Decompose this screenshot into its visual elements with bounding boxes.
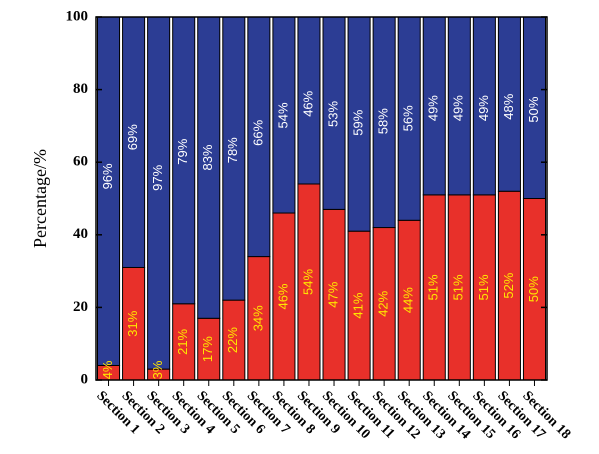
data-label-s1-c8: 46% (275, 283, 290, 309)
y-tick-label: 80 (73, 81, 88, 97)
data-label-s1-c6: 22% (225, 327, 240, 353)
data-labels-layer: 4% 96% 31% 69% 3% 97% 21% 79% 17% 83% 22% 78% 34% 66%… (100, 90, 541, 379)
data-label-s1-c13: 44% (401, 287, 416, 313)
y-tick-label: 60 (73, 154, 88, 170)
data-label-s1-c17: 52% (501, 272, 516, 298)
y-tick-label: 100 (66, 8, 89, 24)
data-label-s1-c4: 21% (175, 328, 190, 354)
data-label-s1-c18: 50% (526, 276, 541, 302)
data-label-s1-c2: 31% (125, 310, 140, 336)
data-label-s2-c16: 49% (476, 95, 491, 121)
y-tick-label: 20 (73, 299, 88, 315)
plot-frame (95, 16, 548, 381)
data-label-s2-c2: 69% (125, 124, 140, 150)
data-label-s2-c10: 53% (325, 101, 340, 127)
data-label-s1-c11: 41% (351, 292, 366, 318)
y-axis: 0 20 40 60 80 100 (66, 8, 547, 387)
data-label-s2-c9: 46% (300, 90, 315, 116)
data-label-s2-c12: 58% (376, 108, 391, 134)
data-label-s2-c8: 54% (275, 102, 290, 128)
data-label-s2-c5: 83% (200, 144, 215, 170)
data-label-s2-c1: 96% (100, 163, 115, 189)
data-label-s1-c7: 34% (250, 305, 265, 331)
data-label-s1-c5: 17% (200, 336, 215, 362)
bar-segment-s2-c1 (97, 16, 121, 366)
data-label-s2-c11: 59% (351, 109, 366, 135)
bars-layer (97, 16, 547, 381)
data-label-s1-c16: 51% (476, 274, 491, 300)
y-axis-title: Percentage/% (30, 149, 50, 248)
data-label-s1-c1: 4% (100, 360, 115, 379)
data-label-s2-c3: 97% (150, 164, 165, 190)
data-label-s2-c13: 56% (401, 105, 416, 131)
bar-segment-s2-c3 (147, 16, 171, 370)
data-label-s1-c3: 3% (150, 360, 165, 379)
data-label-s1-c9: 54% (300, 269, 315, 295)
data-label-s2-c6: 78% (225, 137, 240, 163)
data-label-s2-c18: 50% (526, 96, 541, 122)
data-label-s2-c14: 49% (426, 95, 441, 121)
data-label-s2-c15: 49% (451, 95, 466, 121)
y-tick-label: 0 (81, 371, 89, 387)
data-label-s2-c17: 48% (501, 93, 516, 119)
data-label-s1-c14: 51% (426, 274, 441, 300)
data-label-s1-c12: 42% (376, 290, 391, 316)
y-tick-label: 40 (73, 226, 88, 242)
data-label-s1-c15: 51% (451, 274, 466, 300)
data-label-s1-c10: 47% (325, 281, 340, 307)
data-label-s2-c7: 66% (250, 119, 265, 145)
data-label-s2-c4: 79% (175, 138, 190, 164)
